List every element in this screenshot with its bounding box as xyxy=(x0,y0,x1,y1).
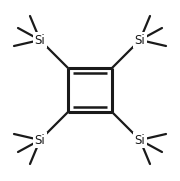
Text: Si: Si xyxy=(35,134,45,146)
Text: Si: Si xyxy=(135,134,145,146)
Text: Si: Si xyxy=(35,33,45,47)
Text: Si: Si xyxy=(135,33,145,47)
